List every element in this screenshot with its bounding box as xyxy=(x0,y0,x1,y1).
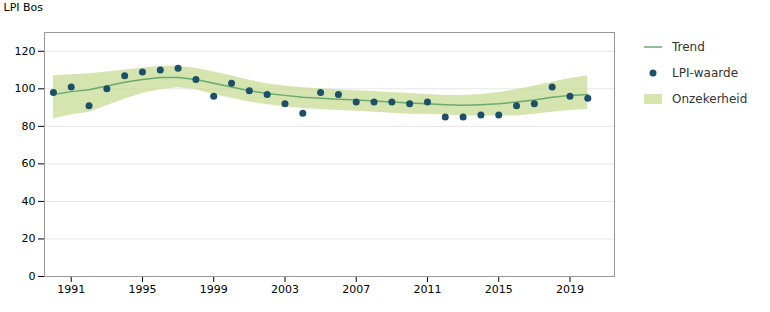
svg-text:2011: 2011 xyxy=(413,283,441,296)
svg-text:1991: 1991 xyxy=(57,283,85,296)
svg-text:2015: 2015 xyxy=(485,283,513,296)
svg-text:1999: 1999 xyxy=(200,283,228,296)
svg-text:0: 0 xyxy=(29,270,36,283)
html-text:Onzekerheid: Onzekerheid xyxy=(672,92,748,106)
svg-text:40: 40 xyxy=(22,195,36,208)
svg-text:LPI Bos: LPI Bos xyxy=(4,1,44,14)
html-text:LPI-waarde: LPI-waarde xyxy=(672,66,738,80)
svg-text:2007: 2007 xyxy=(342,283,370,296)
svg-text:2019: 2019 xyxy=(556,283,584,296)
svg-text:1995: 1995 xyxy=(128,283,156,296)
svg-text:2003: 2003 xyxy=(271,283,299,296)
svg-text:20: 20 xyxy=(22,232,36,245)
svg-text:60: 60 xyxy=(22,157,36,170)
svg-text:120: 120 xyxy=(15,45,36,58)
svg-text:80: 80 xyxy=(22,120,36,133)
svg-text:100: 100 xyxy=(15,82,36,95)
html-text:Trend: Trend xyxy=(672,40,705,54)
